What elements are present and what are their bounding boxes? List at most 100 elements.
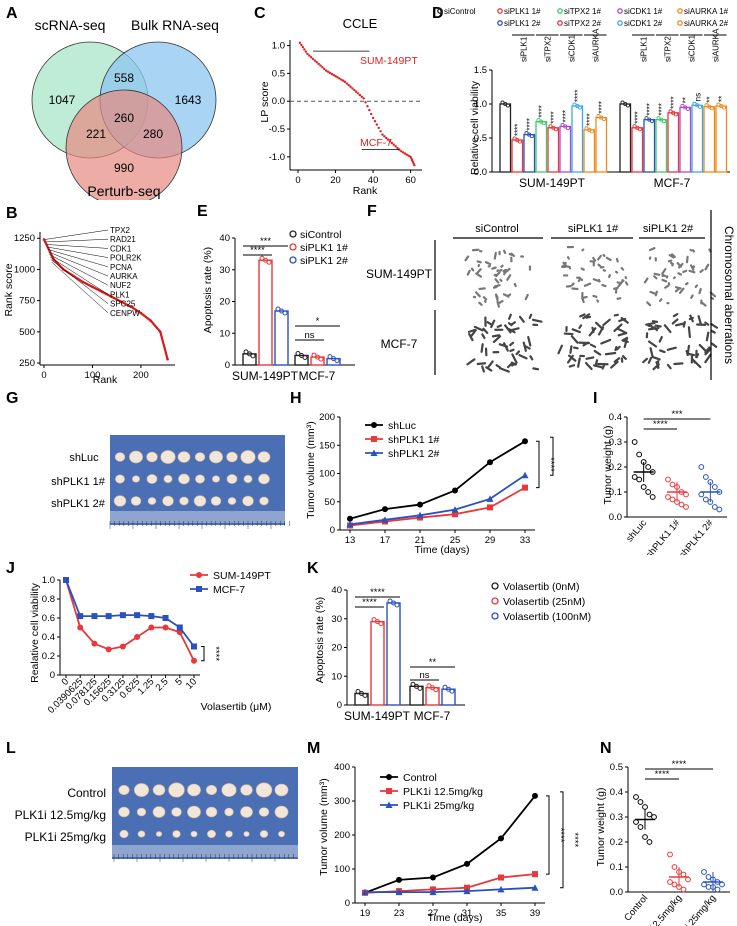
f-chromosome <box>520 255 524 258</box>
chart-h-ytick-label: 0 <box>330 525 335 536</box>
chart-h-legend-item: shPLK1 1# <box>388 434 440 446</box>
chart-k-bar <box>354 692 369 706</box>
f-chromosome <box>577 357 581 368</box>
g-row-shplk1-1: shPLK1 1# <box>51 476 106 488</box>
f-chromosome <box>497 299 504 305</box>
chart-i-group-label: shLuc <box>624 518 649 545</box>
chart-d-bar <box>643 118 656 173</box>
f-chromosome <box>688 316 694 321</box>
tumor <box>221 783 237 797</box>
f-chromosome <box>689 264 695 271</box>
chart-j-series-point <box>148 613 155 620</box>
chart-h-series-line <box>349 440 526 520</box>
chart-c-point <box>303 48 306 51</box>
chart-d-bracket-label: siCDK1 <box>567 34 576 62</box>
tumor <box>177 451 191 463</box>
f-chromosome <box>476 260 482 264</box>
venn-count-pert-only: 990 <box>114 161 134 175</box>
f-chromosome <box>579 354 585 358</box>
chart-d-sig-label: **** <box>525 118 534 130</box>
chart-h-series-point <box>347 515 353 522</box>
chart-h-xtick-label: 21 <box>415 535 426 546</box>
tumor <box>172 830 181 838</box>
f-chromosome <box>511 353 518 364</box>
f-chromosome <box>653 275 658 280</box>
chart-c-point <box>366 105 369 108</box>
chart-c-point <box>388 140 392 143</box>
chart-c-point <box>392 143 395 146</box>
chart-e-point <box>318 356 324 362</box>
chart-d-legend-marker <box>557 20 563 26</box>
chart-d-ylabel: Relative cell viability <box>469 80 481 175</box>
chart-b-ytick-label: 1250 <box>14 233 35 244</box>
chart-i-point <box>683 504 689 510</box>
chart-e-bar <box>258 259 273 366</box>
chart-i-point <box>669 481 676 488</box>
chart-d-ytick-label: 0.5 <box>474 133 487 144</box>
panel-i-tumor-weight-chart: I Tumor weight (g) 0.00.10.20.30.4shLucs… <box>593 390 727 555</box>
panel-l-tumor-photo: L Control PLK1i 12.5mg/kg PLK1i 25mg/kg <box>6 740 298 862</box>
f-chromosome <box>593 349 602 356</box>
chart-m-series-point <box>532 792 538 799</box>
chart-i-ylabel: Tumor weight (g) <box>602 426 614 505</box>
chart-c-point <box>336 76 339 79</box>
chart-b-gene-spc25: SPC25 <box>110 300 136 309</box>
chart-i-point <box>716 506 723 513</box>
chart-i-ytick-label: 0.0 <box>609 512 622 523</box>
tumor <box>226 451 238 463</box>
f-chromosome <box>502 249 507 255</box>
f-chromosome <box>502 342 509 352</box>
chart-m-xtick-label: 31 <box>462 908 473 919</box>
f-chromosome <box>651 355 661 361</box>
f-chromosome <box>613 357 621 363</box>
chart-m-series-point <box>430 874 436 881</box>
chart-j-ytick-label: 0.8 <box>42 594 55 605</box>
venn-circle-pert <box>65 89 183 200</box>
chart-k-point <box>417 685 423 691</box>
chart-k-legend-marker <box>491 597 499 605</box>
chart-d-sig-label: **** <box>657 103 666 115</box>
chart-i-point <box>645 489 652 495</box>
g-row-shplk1-2: shPLK1 2# <box>51 498 106 510</box>
chart-e-point <box>275 306 281 312</box>
chart-e-legend-marker <box>289 256 297 264</box>
f-chromosome <box>608 274 612 279</box>
chart-d-bar <box>499 103 512 173</box>
chart-b-xtick-label: 100 <box>85 370 101 381</box>
chart-m-xtick-label: 19 <box>360 908 371 919</box>
chart-m-ylabel: Tumor volume (mm³) <box>318 778 330 876</box>
f-chromosome <box>616 327 628 335</box>
f-chromosome <box>696 323 707 326</box>
tumor <box>160 450 176 464</box>
chart-b-ytick-label: 750 <box>19 296 35 307</box>
chart-j-sig-bracket <box>201 646 205 662</box>
chart-j-series-point <box>148 624 155 631</box>
chart-b-xtick-label: 0 <box>41 370 46 381</box>
chart-n-point <box>671 881 678 888</box>
f-chromosome <box>622 337 628 341</box>
chart-i-point <box>711 504 718 510</box>
chart-d-sig-label: **** <box>537 105 546 117</box>
f-chromosome <box>499 367 510 373</box>
panel-label-j: J <box>6 560 15 577</box>
chart-m-series-point <box>464 860 470 867</box>
chart-c-point <box>319 64 322 67</box>
chart-j-xtick-label: 0 <box>60 676 72 688</box>
chart-b-gene-leader <box>49 256 109 295</box>
f-chromosome <box>694 284 699 289</box>
tumor <box>152 806 166 818</box>
chart-d-legend-item: siPLK1 2# <box>504 19 541 28</box>
f-chromosome <box>645 332 649 339</box>
tumor <box>133 783 150 797</box>
panel-n-tumor-weight-chart: N Tumor weight (g) 0.0 0.1 0.2 0.3 0.4 0.5 Con… <box>595 740 730 926</box>
chart-e-legend-item: siControl <box>300 229 341 241</box>
f-chromosome <box>588 327 597 337</box>
f-chromosome <box>496 300 500 308</box>
chart-i-ytick-label: 0.4 <box>609 412 622 423</box>
chart-b-point <box>110 295 114 299</box>
chart-d-sig-label: ** <box>681 97 690 103</box>
chart-d-bar <box>655 118 668 173</box>
f-chromosome <box>668 254 675 259</box>
tumor <box>113 495 127 507</box>
chart-c-point <box>362 97 365 100</box>
